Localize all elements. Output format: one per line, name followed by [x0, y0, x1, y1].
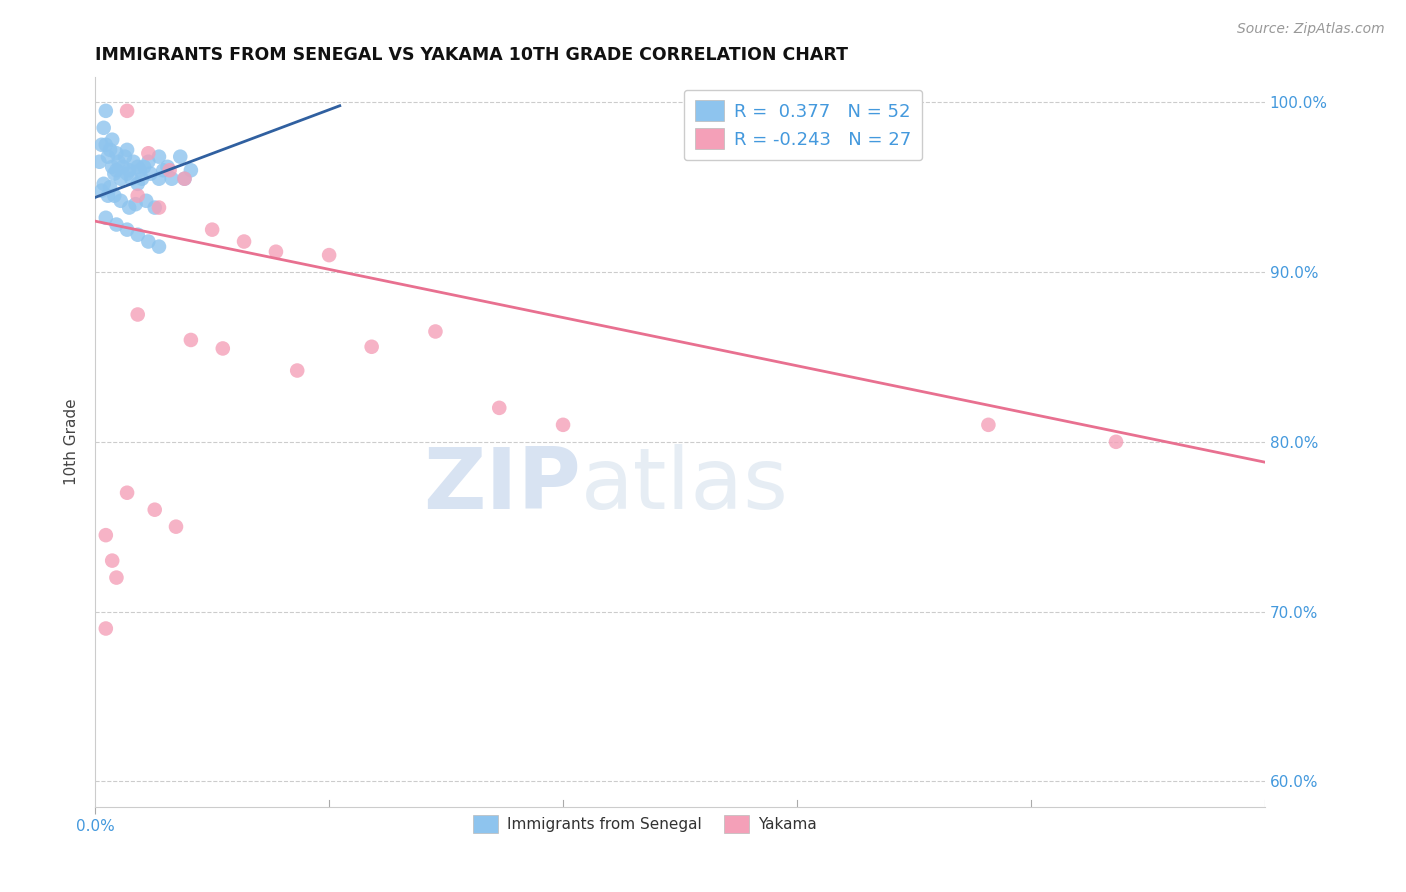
Point [148, 239, 170, 253]
Point [89, 154, 111, 169]
Point [1105, 434, 1128, 449]
Legend: Immigrants from Senegal, Yakama: Immigrants from Senegal, Yakama [467, 809, 823, 839]
Point [233, 235, 256, 249]
Point [285, 363, 308, 377]
Point [139, 167, 162, 181]
Point [97, 150, 120, 164]
Point [115, 167, 138, 181]
Point [143, 201, 166, 215]
Point [160, 171, 183, 186]
Point [127, 177, 149, 191]
Point [152, 163, 174, 178]
Point [135, 194, 157, 208]
Point [122, 154, 145, 169]
Point [156, 160, 179, 174]
Point [98, 180, 121, 194]
Point [103, 167, 125, 181]
Point [124, 197, 146, 211]
Point [111, 160, 134, 174]
Point [148, 150, 170, 164]
Text: Source: ZipAtlas.com: Source: ZipAtlas.com [1237, 22, 1385, 37]
Point [97, 188, 120, 202]
Point [201, 222, 224, 236]
Point [94, 103, 117, 118]
Point [115, 222, 138, 236]
Point [165, 519, 187, 533]
Point [105, 146, 128, 161]
Point [118, 163, 141, 178]
Point [120, 171, 142, 186]
Point [132, 160, 155, 174]
Point [148, 171, 170, 186]
Point [127, 227, 149, 242]
Point [131, 171, 153, 186]
Point [138, 146, 160, 161]
Point [318, 248, 340, 262]
Point [180, 163, 202, 178]
Point [425, 325, 447, 339]
Point [105, 571, 128, 585]
Point [211, 342, 233, 356]
Point [90, 184, 112, 198]
Point [159, 163, 181, 178]
Point [94, 528, 117, 542]
Point [105, 218, 128, 232]
Point [264, 244, 287, 259]
Point [115, 485, 138, 500]
Point [148, 201, 170, 215]
Point [138, 154, 160, 169]
Point [127, 308, 149, 322]
Point [107, 154, 129, 169]
Point [110, 194, 132, 208]
Point [977, 417, 1000, 432]
Y-axis label: 10th Grade: 10th Grade [65, 399, 79, 485]
Point [105, 163, 128, 178]
Point [127, 188, 149, 202]
Point [169, 150, 191, 164]
Point [143, 502, 166, 516]
Point [94, 137, 117, 152]
Point [110, 171, 132, 186]
Point [101, 160, 124, 174]
Point [180, 333, 202, 347]
Point [101, 133, 124, 147]
Point [103, 188, 125, 202]
Text: IMMIGRANTS FROM SENEGAL VS YAKAMA 10TH GRADE CORRELATION CHART: IMMIGRANTS FROM SENEGAL VS YAKAMA 10TH G… [96, 46, 848, 64]
Point [128, 163, 150, 178]
Point [93, 177, 115, 191]
Point [360, 340, 382, 354]
Point [127, 160, 149, 174]
Point [98, 143, 121, 157]
Point [173, 171, 195, 186]
Point [551, 417, 574, 432]
Point [488, 401, 510, 415]
Text: ZIP: ZIP [423, 444, 581, 527]
Point [101, 553, 124, 567]
Point [94, 622, 117, 636]
Point [90, 137, 112, 152]
Point [114, 150, 136, 164]
Point [118, 201, 141, 215]
Point [93, 120, 115, 135]
Point [173, 171, 195, 186]
Point [115, 103, 138, 118]
Point [94, 211, 117, 225]
Text: atlas: atlas [581, 444, 789, 527]
Point [138, 235, 160, 249]
Point [115, 143, 138, 157]
